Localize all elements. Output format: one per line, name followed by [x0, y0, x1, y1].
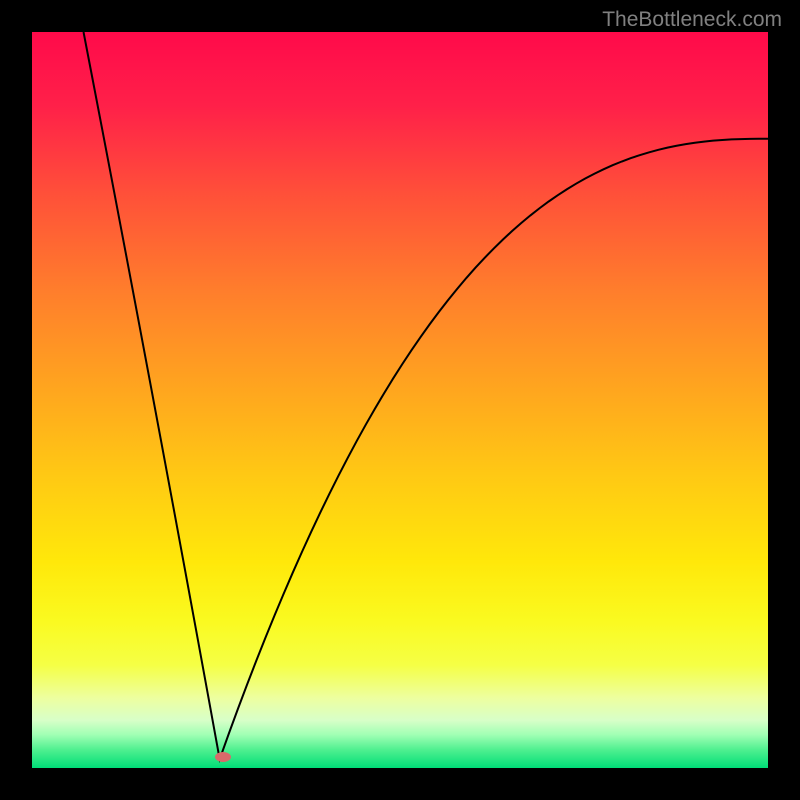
- chart-plot-area: [32, 32, 768, 768]
- minimum-marker: [215, 752, 231, 762]
- bottleneck-curve: [32, 32, 768, 768]
- watermark-text: TheBottleneck.com: [602, 8, 782, 32]
